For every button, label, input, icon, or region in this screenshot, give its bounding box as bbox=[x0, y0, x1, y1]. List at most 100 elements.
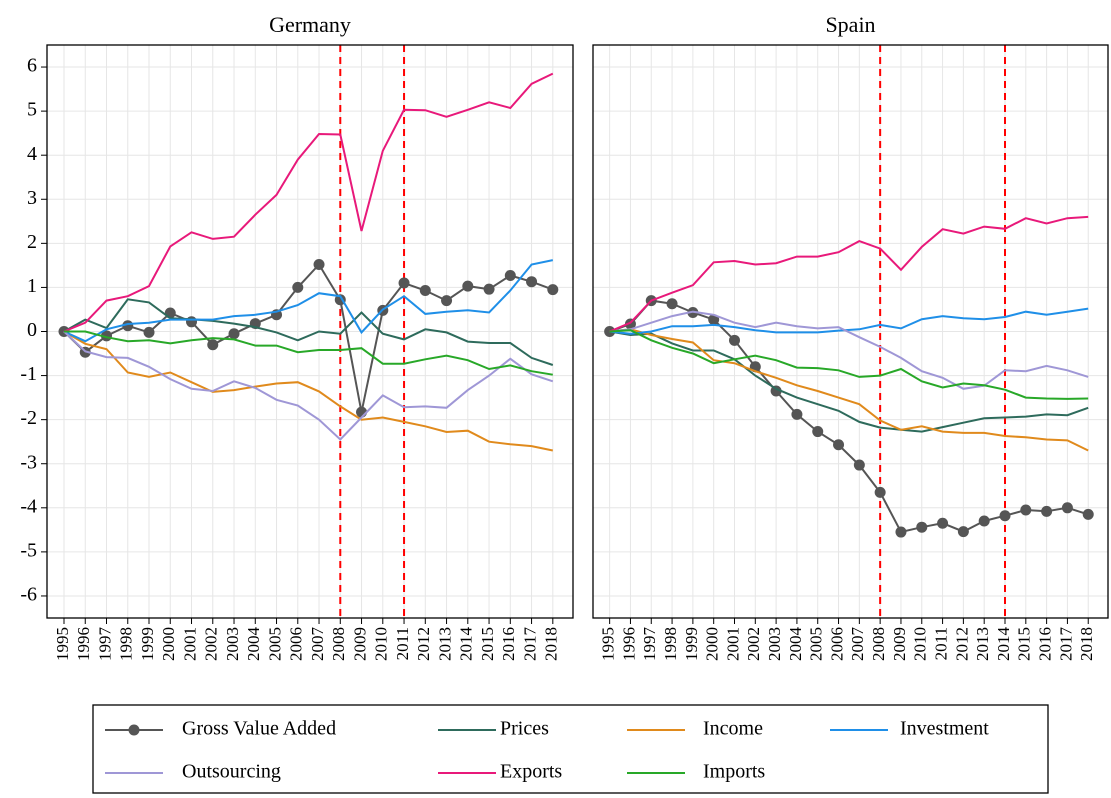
point bbox=[547, 284, 559, 296]
x-tick-label: 2017 bbox=[520, 627, 539, 662]
x-tick-label: 2004 bbox=[786, 627, 805, 662]
point bbox=[228, 328, 240, 340]
y-tick-label: 4 bbox=[27, 143, 37, 165]
x-tick-label: 2016 bbox=[499, 627, 518, 661]
legend-label: Outsourcing bbox=[182, 761, 281, 783]
point bbox=[728, 334, 740, 346]
x-tick-label: 2018 bbox=[542, 627, 561, 661]
y-tick-label: 6 bbox=[27, 55, 37, 77]
x-tick-label: 1999 bbox=[682, 627, 701, 661]
series-line bbox=[64, 330, 553, 376]
point bbox=[164, 307, 176, 319]
y-tick-label: 1 bbox=[27, 275, 37, 297]
point bbox=[791, 408, 803, 420]
point bbox=[419, 285, 431, 297]
series-line bbox=[609, 329, 1089, 400]
x-tick-label: 2005 bbox=[265, 627, 284, 661]
point bbox=[916, 521, 928, 533]
x-tick-label: 2015 bbox=[478, 627, 497, 661]
point bbox=[1041, 505, 1053, 517]
x-tick-label: 2008 bbox=[329, 627, 348, 661]
legend-label: Gross Value Added bbox=[182, 718, 336, 740]
point bbox=[874, 486, 886, 498]
x-tick-label: 2011 bbox=[393, 627, 412, 660]
x-tick-label: 2004 bbox=[244, 627, 263, 662]
point bbox=[895, 526, 907, 538]
series-line bbox=[63, 72, 554, 333]
plot-frame bbox=[46, 44, 574, 619]
x-tick-label: 1995 bbox=[599, 627, 618, 661]
x-tick-label: 2001 bbox=[180, 627, 199, 661]
point bbox=[313, 259, 325, 271]
point bbox=[207, 339, 219, 351]
x-tick-label: 2001 bbox=[723, 627, 742, 661]
point bbox=[853, 459, 865, 471]
point bbox=[483, 283, 495, 295]
x-tick-label: 2017 bbox=[1056, 627, 1075, 662]
legend-label: Income bbox=[703, 718, 763, 740]
series-line bbox=[63, 262, 554, 413]
point bbox=[957, 526, 969, 538]
x-tick-label: 2013 bbox=[973, 627, 992, 661]
x-tick-label: 2014 bbox=[457, 627, 476, 662]
series-line bbox=[609, 310, 1089, 390]
legend-label: Exports bbox=[500, 761, 562, 783]
x-tick-label: 2010 bbox=[911, 627, 930, 661]
x-tick-label: 2009 bbox=[890, 627, 909, 661]
x-tick-label: 2002 bbox=[202, 627, 221, 661]
series-line bbox=[63, 330, 554, 452]
point bbox=[812, 426, 824, 438]
series-line bbox=[609, 215, 1089, 333]
series-line bbox=[609, 307, 1089, 335]
plot-frame bbox=[592, 44, 1109, 619]
x-tick-label: 1997 bbox=[640, 627, 659, 662]
series-line bbox=[63, 298, 554, 366]
x-tick-label: 2012 bbox=[414, 627, 433, 661]
legend-label: Imports bbox=[703, 761, 765, 783]
legend-label: Prices bbox=[500, 718, 549, 740]
legend-label: Investment bbox=[900, 718, 989, 740]
legend-box bbox=[92, 704, 1049, 794]
x-tick-label: 2014 bbox=[994, 627, 1013, 662]
x-tick-label: 2008 bbox=[869, 627, 888, 661]
point bbox=[770, 385, 782, 397]
point bbox=[143, 326, 155, 338]
point bbox=[462, 280, 474, 292]
panel-title: Germany bbox=[269, 12, 351, 37]
x-tick-label: 1999 bbox=[138, 627, 157, 661]
point bbox=[1061, 502, 1073, 514]
series-line bbox=[63, 259, 554, 343]
x-tick-label: 1998 bbox=[661, 627, 680, 661]
x-tick-label: 2003 bbox=[223, 627, 242, 661]
x-tick-label: 2010 bbox=[372, 627, 391, 661]
y-tick-label: 5 bbox=[27, 99, 37, 121]
y-tick-label: 0 bbox=[27, 319, 37, 341]
point bbox=[666, 298, 678, 310]
y-tick-label: 2 bbox=[27, 231, 37, 253]
y-tick-label: -4 bbox=[20, 495, 37, 517]
x-tick-label: 2013 bbox=[435, 627, 454, 661]
point bbox=[292, 281, 304, 293]
x-tick-label: 2009 bbox=[350, 627, 369, 661]
x-tick-label: 2007 bbox=[308, 627, 327, 662]
legend-marker bbox=[128, 724, 140, 736]
point bbox=[833, 439, 845, 451]
x-tick-label: 2011 bbox=[931, 627, 950, 660]
x-tick-label: 2016 bbox=[1036, 627, 1055, 661]
point bbox=[526, 276, 538, 288]
x-tick-label: 1996 bbox=[74, 627, 93, 661]
x-tick-label: 2018 bbox=[1077, 627, 1096, 661]
point bbox=[504, 270, 516, 282]
y-tick-label: -2 bbox=[20, 407, 37, 429]
point bbox=[1020, 504, 1032, 516]
x-tick-label: 2003 bbox=[765, 627, 784, 661]
x-tick-label: 2006 bbox=[287, 627, 306, 661]
point bbox=[398, 277, 410, 289]
y-tick-label: -1 bbox=[20, 363, 37, 385]
x-tick-label: 1995 bbox=[53, 627, 72, 661]
panel-title: Spain bbox=[825, 12, 875, 37]
x-tick-label: 2006 bbox=[827, 627, 846, 661]
y-tick-label: -5 bbox=[20, 539, 37, 561]
point bbox=[186, 316, 198, 328]
